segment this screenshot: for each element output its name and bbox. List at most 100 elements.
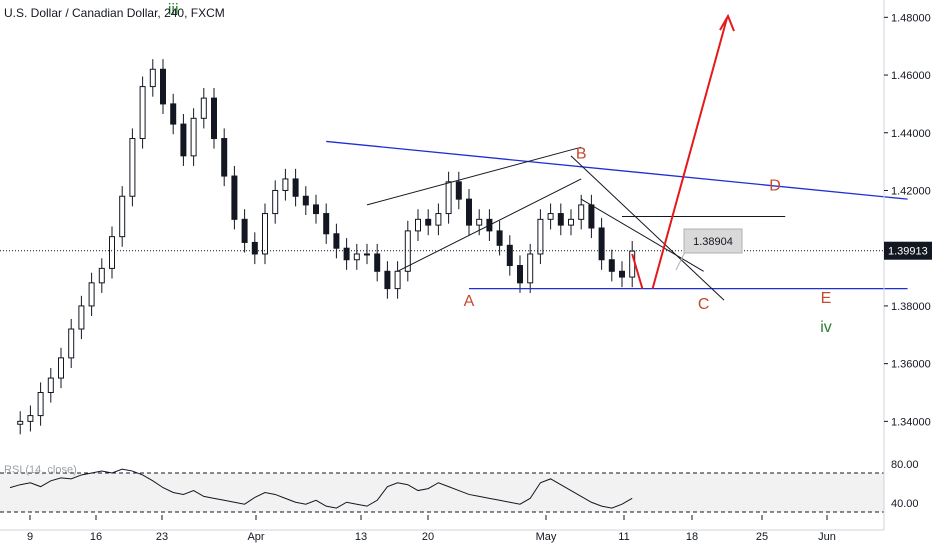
candle-body <box>231 175 238 220</box>
candle-body <box>598 227 605 261</box>
time-tick-label: 18 <box>686 531 698 543</box>
candle-body <box>445 181 452 215</box>
candle-body <box>200 97 207 119</box>
candle-body <box>160 68 166 105</box>
candle-body <box>221 138 228 177</box>
candle-body <box>27 415 34 422</box>
time-tick-label: 16 <box>90 531 102 543</box>
wave-label: E <box>821 290 832 307</box>
candle-body <box>313 204 319 215</box>
wave-label: iv <box>820 319 832 336</box>
rsi-tick-label: 80.00 <box>891 459 919 471</box>
candle-body <box>537 218 544 255</box>
price-tick-label: 1.36000 <box>891 359 931 371</box>
candle-body <box>109 236 115 269</box>
candle-body <box>506 244 513 267</box>
trendline <box>326 140 908 200</box>
time-tick-label: 23 <box>156 531 168 543</box>
candle-body <box>353 253 360 261</box>
wave-label: D <box>769 177 781 194</box>
candle-body <box>527 253 534 284</box>
price-tick-label: 1.46000 <box>891 70 931 82</box>
candle-body <box>262 213 268 255</box>
wave-labels: iii A B C D Eiv <box>168 1 832 335</box>
candles <box>17 59 636 435</box>
candle-body <box>78 305 85 330</box>
price-callout-label: 1.38904 <box>693 236 733 248</box>
candle-body <box>180 123 187 157</box>
candle-body <box>149 68 156 88</box>
candle-body <box>578 204 585 220</box>
candle-body <box>557 213 564 226</box>
rsi-line <box>9 468 633 509</box>
chart-title: U.S. Dollar / Canadian Dollar, 240, FXCM <box>4 6 225 20</box>
candle-body <box>68 328 75 359</box>
candle-body <box>425 218 432 226</box>
rsi-tick-label: 40.00 <box>891 498 919 510</box>
wave-label: iii <box>168 1 179 18</box>
candle-body <box>292 178 299 197</box>
candle-body <box>88 282 95 307</box>
candle-body <box>211 97 217 140</box>
forecast-down-arrow <box>631 253 644 289</box>
candle-body <box>619 270 625 278</box>
candle-body <box>333 233 340 249</box>
candle-body <box>496 230 503 246</box>
price-tick-label: 1.42000 <box>891 185 931 197</box>
price-tick-label: 1.38000 <box>891 301 931 313</box>
candle-body <box>455 181 462 200</box>
candle-body <box>608 259 615 272</box>
channel-line <box>570 155 725 301</box>
candle-body <box>190 117 197 157</box>
last-price-tag <box>884 241 932 260</box>
candle-body <box>568 218 574 226</box>
candle-body <box>241 218 248 243</box>
candle-body <box>119 195 126 238</box>
time-tick-label: 25 <box>756 531 768 543</box>
rsi-band <box>0 473 884 512</box>
candle-body <box>251 241 258 255</box>
time-tick-label: 9 <box>27 531 33 543</box>
rsi-label: RSI (14, close) <box>4 464 77 476</box>
rsi-panel: RSI (14, close) <box>0 464 884 513</box>
channel-line <box>580 198 704 272</box>
candle-body <box>272 189 279 215</box>
candle-body <box>364 253 370 256</box>
candle-body <box>170 103 177 125</box>
price-tick-label: 1.34000 <box>891 416 931 428</box>
wave-label: A <box>464 293 475 310</box>
candle-body <box>415 218 421 232</box>
candle-body <box>374 253 381 272</box>
time-tick-label: Apr <box>247 531 264 543</box>
drawings: 1.38904 <box>0 13 908 301</box>
wave-label: B <box>576 146 587 163</box>
forecast-arrowhead <box>719 13 735 32</box>
candle-body <box>435 213 442 226</box>
candle-body <box>17 420 24 425</box>
candle-body <box>139 86 146 140</box>
candle-body <box>302 195 309 206</box>
candle-body <box>547 213 554 220</box>
candle-body <box>37 392 44 417</box>
candle-body <box>98 267 105 284</box>
wave-label: C <box>698 296 710 313</box>
candle-body <box>323 213 330 235</box>
candle-body <box>58 357 64 379</box>
time-tick-label: 20 <box>422 531 434 543</box>
price-callout <box>683 228 743 254</box>
time-tick-label: 13 <box>355 531 367 543</box>
candle-body <box>394 270 401 290</box>
channel-line <box>397 178 582 272</box>
candle-body <box>282 178 289 191</box>
candle-body <box>517 265 523 284</box>
candle-body <box>47 377 54 394</box>
time-tick-label: May <box>536 531 557 543</box>
candle-body <box>466 198 472 226</box>
channel-line <box>366 146 582 206</box>
time-tick-label: Jun <box>818 531 836 543</box>
candle-body <box>588 204 595 229</box>
time-tick-label: 11 <box>618 531 629 543</box>
price-tick-label: 1.48000 <box>891 12 931 24</box>
